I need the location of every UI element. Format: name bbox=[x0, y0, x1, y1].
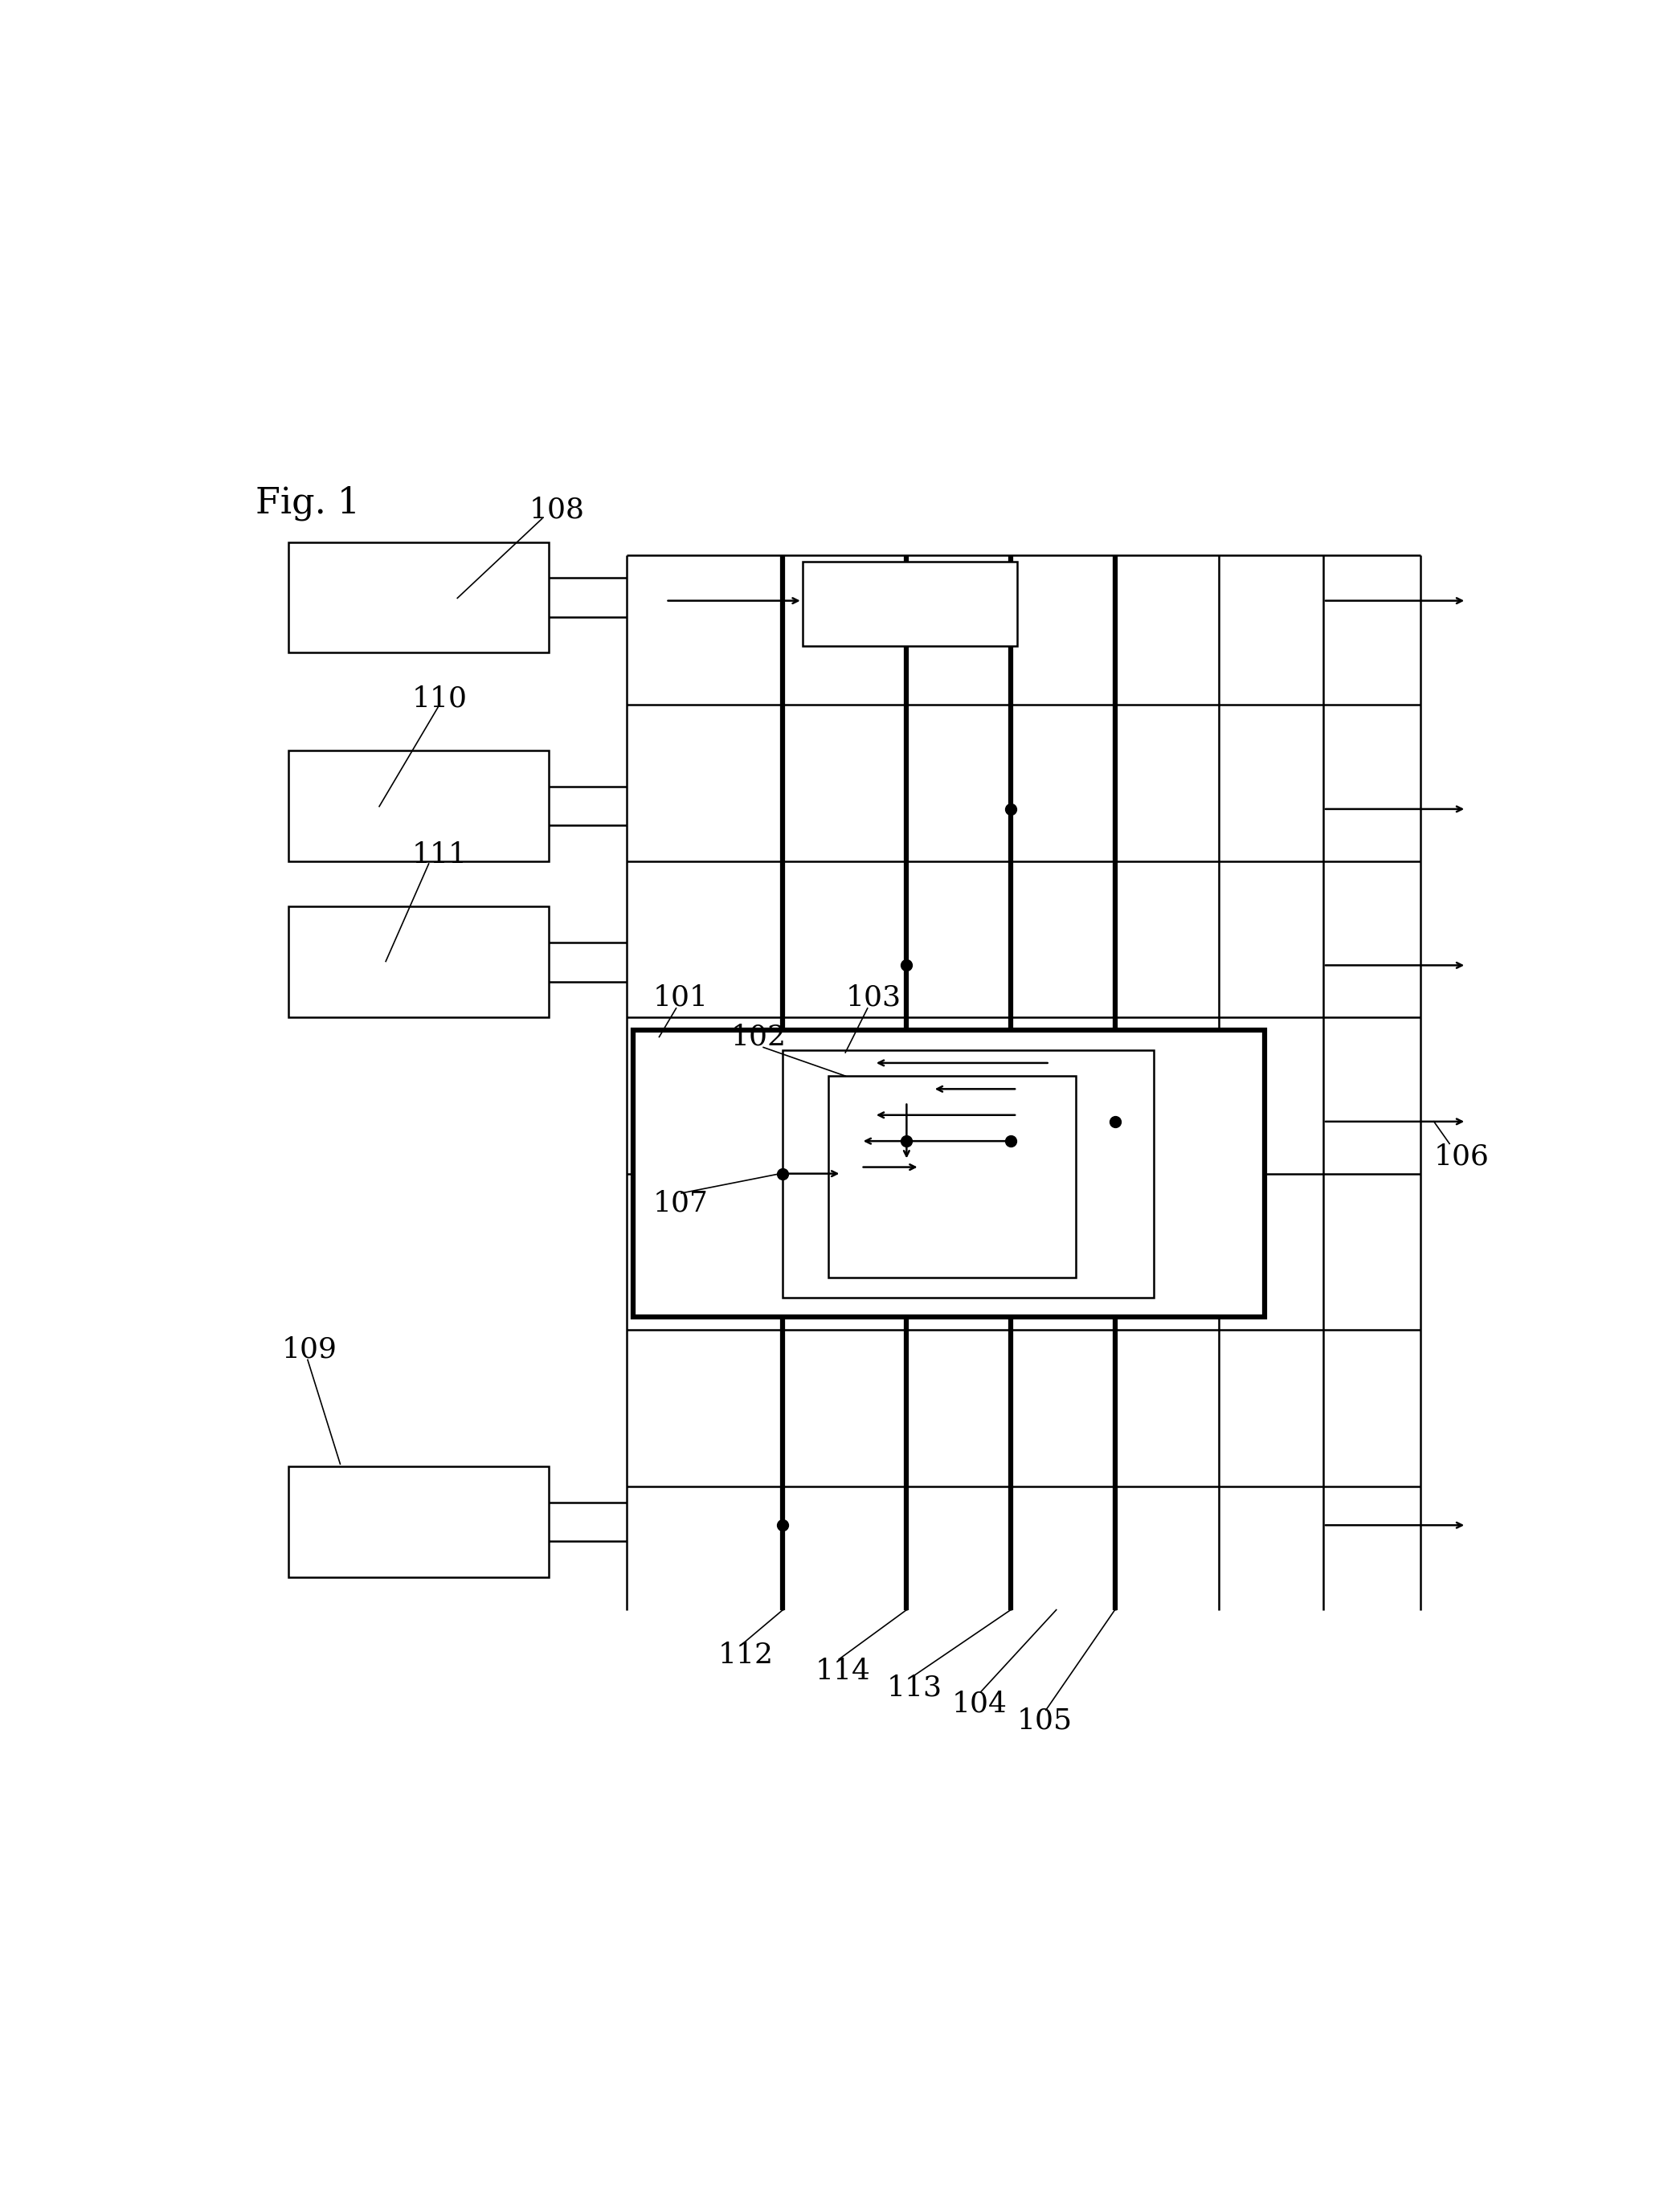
Text: 104: 104 bbox=[953, 1689, 1008, 1718]
Text: 113: 113 bbox=[887, 1674, 942, 1702]
Text: 106: 106 bbox=[1435, 1144, 1488, 1170]
Bar bbox=[783, 1051, 1154, 1298]
Text: 108: 108 bbox=[529, 497, 585, 523]
Text: 101: 101 bbox=[654, 985, 707, 1011]
Text: 105: 105 bbox=[1018, 1707, 1074, 1733]
Text: 111: 111 bbox=[412, 841, 467, 868]
Bar bbox=[633, 1031, 1265, 1316]
Text: 102: 102 bbox=[731, 1022, 786, 1051]
Text: Fig. 1: Fig. 1 bbox=[255, 486, 360, 521]
Text: 114: 114 bbox=[815, 1658, 870, 1685]
Bar bbox=[289, 1466, 548, 1577]
Bar bbox=[803, 561, 1018, 647]
Bar bbox=[289, 751, 548, 861]
Text: 103: 103 bbox=[845, 985, 900, 1011]
Bar bbox=[289, 907, 548, 1018]
Text: 109: 109 bbox=[282, 1336, 338, 1362]
Text: 112: 112 bbox=[717, 1643, 773, 1669]
Bar bbox=[828, 1075, 1075, 1278]
Text: 110: 110 bbox=[412, 684, 467, 711]
Bar bbox=[289, 543, 548, 654]
Text: 107: 107 bbox=[654, 1190, 707, 1217]
